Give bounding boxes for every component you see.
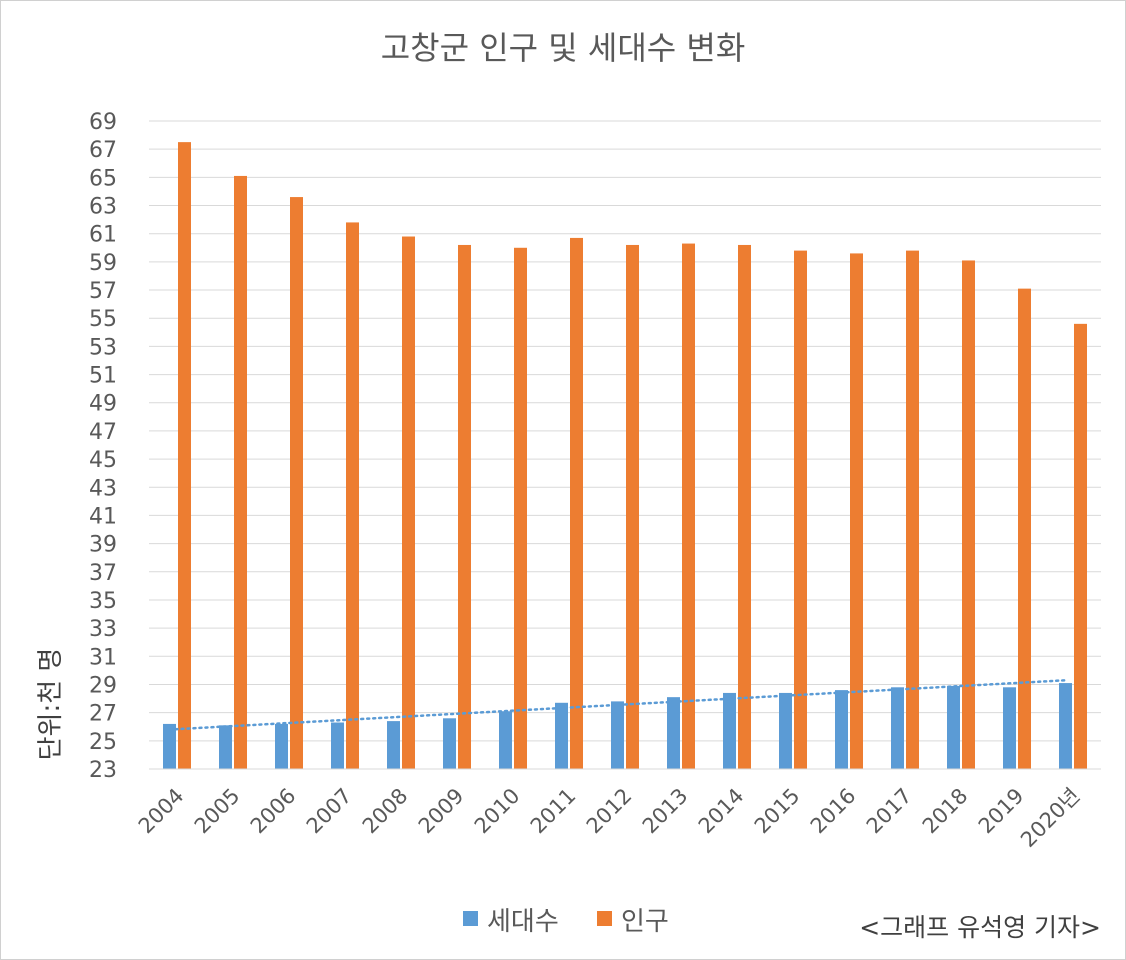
y-tick-label: 65 <box>89 166 117 191</box>
chart-title: 고창군 인구 및 세대수 변화 <box>381 29 746 67</box>
population-bar <box>234 175 247 769</box>
household-bar <box>723 692 736 769</box>
grid-lines <box>149 120 1101 770</box>
x-tick-label: 2004 <box>134 784 189 839</box>
legend-swatch-population <box>597 911 612 926</box>
household-bar <box>667 697 680 769</box>
household-bar <box>443 718 456 769</box>
y-tick-label: 55 <box>89 307 117 332</box>
y-tick-label: 43 <box>89 476 117 501</box>
x-tick-label: 2007 <box>302 784 357 839</box>
household-bar <box>1003 687 1016 769</box>
y-tick-label: 33 <box>89 617 117 642</box>
population-bar <box>570 237 583 769</box>
x-tick-label: 2016 <box>806 784 861 839</box>
population-bar <box>794 250 807 770</box>
household-bar <box>947 685 960 769</box>
y-tick-label: 29 <box>89 673 117 698</box>
y-tick-label: 53 <box>89 335 117 360</box>
x-tick-label: 2014 <box>694 784 749 839</box>
y-tick-label: 59 <box>89 251 117 276</box>
x-tick-label: 2005 <box>190 784 245 839</box>
y-tick-label: 39 <box>89 533 117 558</box>
population-bar <box>682 243 695 769</box>
population-bar <box>1018 288 1031 769</box>
household-trendline <box>168 679 1067 731</box>
y-tick-label: 47 <box>89 420 117 445</box>
y-tick-label: 67 <box>89 138 117 163</box>
household-bar <box>891 687 904 769</box>
household-bar <box>611 701 624 769</box>
y-tick-label: 57 <box>89 279 117 304</box>
y-tick-label: 69 <box>89 110 117 135</box>
x-tick-label: 2017 <box>862 784 917 839</box>
legend-label-households: 세대수 <box>487 907 559 937</box>
y-tick-label: 51 <box>89 364 117 389</box>
y-axis-ticks: 23 25 27 29 31 33 35 37 39 41 43 45 47 49 51 53 55 57 59 61… <box>89 110 117 783</box>
legend-swatch-households <box>463 911 478 926</box>
x-tick-label: 2011 <box>526 784 581 839</box>
x-tick-label: 2013 <box>638 784 693 839</box>
population-bar <box>738 244 751 769</box>
y-axis-unit-label: 단위:천 명 <box>36 648 66 761</box>
x-tick-label: 2009 <box>414 784 469 839</box>
trendline <box>168 679 1067 731</box>
population-bar <box>962 260 975 769</box>
household-bar <box>1059 683 1072 769</box>
x-tick-label: 2020년 <box>1016 784 1084 852</box>
population-bar <box>626 244 639 769</box>
household-bar <box>219 725 232 769</box>
y-tick-label: 23 <box>89 758 117 783</box>
x-tick-label: 2008 <box>358 784 413 839</box>
population-bar <box>402 236 415 769</box>
population-bar <box>850 253 863 770</box>
household-bar <box>499 711 512 769</box>
household-bar <box>779 692 792 769</box>
y-tick-label: 35 <box>89 589 117 614</box>
y-tick-label: 25 <box>89 730 117 755</box>
y-tick-label: 45 <box>89 448 117 473</box>
x-tick-label: 2018 <box>918 784 973 839</box>
y-tick-label: 37 <box>89 561 117 586</box>
household-bar <box>275 723 288 769</box>
household-bar <box>387 721 400 769</box>
x-tick-label: 2006 <box>246 784 301 839</box>
x-tick-label: 2012 <box>582 784 637 839</box>
y-tick-label: 63 <box>89 195 117 220</box>
population-bar <box>346 222 359 769</box>
y-tick-label: 31 <box>89 645 117 670</box>
y-tick-label: 27 <box>89 702 117 727</box>
bars <box>163 142 1087 770</box>
y-tick-label: 61 <box>89 223 117 248</box>
household-bar <box>331 722 344 769</box>
household-bar <box>835 690 848 769</box>
population-bar <box>458 244 471 769</box>
population-bar <box>906 250 919 770</box>
y-tick-label: 49 <box>89 392 117 417</box>
population-bar <box>1074 323 1087 769</box>
legend: 세대수 인구 <box>463 907 669 937</box>
y-tick-label: 41 <box>89 504 117 529</box>
x-axis-ticks: 2004 2005 2006 2007 2008 2009 2010 2011 2012 2013… <box>134 784 1085 852</box>
household-bar <box>163 723 176 769</box>
population-bar <box>290 197 303 769</box>
x-tick-label: 2015 <box>750 784 805 839</box>
household-bar <box>555 702 568 769</box>
x-tick-label: 2010 <box>470 784 525 839</box>
population-bar <box>514 247 527 770</box>
legend-label-population: 인구 <box>621 907 669 937</box>
graph-credit: <그래프 유석영 기자> <box>859 913 1101 942</box>
population-bar <box>178 142 191 769</box>
